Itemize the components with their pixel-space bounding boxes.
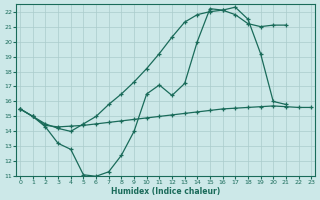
X-axis label: Humidex (Indice chaleur): Humidex (Indice chaleur) (111, 187, 220, 196)
